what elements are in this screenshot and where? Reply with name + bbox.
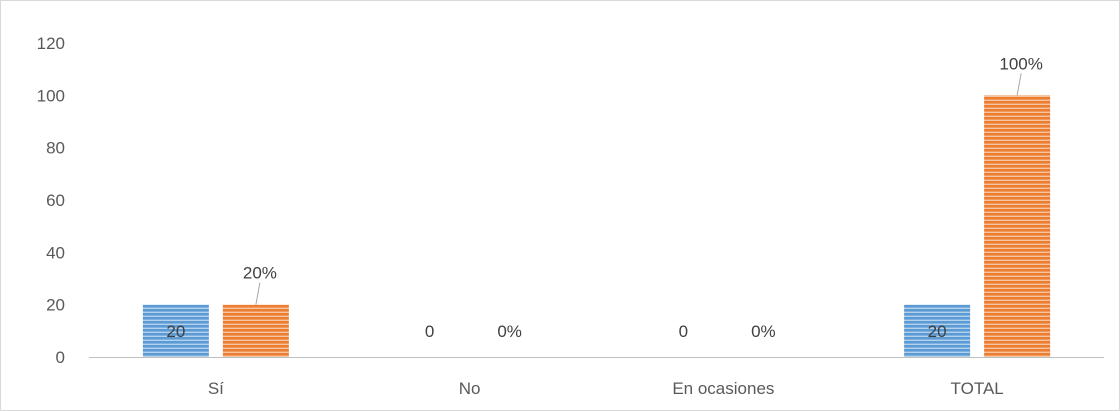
data-labels: 20 20% 0 0% 0 0% 20 100% [166, 54, 1042, 341]
y-tick-label: 120 [37, 34, 65, 53]
y-tick-label: 0 [56, 348, 65, 367]
y-tick-label: 40 [46, 243, 65, 262]
bars [142, 95, 1051, 357]
leader-line [1016, 73, 1022, 96]
bar-series-2-total [984, 95, 1051, 357]
y-tick-label: 60 [46, 191, 65, 210]
data-label: 20 [166, 322, 185, 341]
data-label: 0 [679, 322, 688, 341]
y-tick-label: 100 [37, 86, 65, 105]
category-label: TOTAL [951, 379, 1004, 398]
y-axis-ticks: 0 20 40 60 80 100 120 [37, 34, 65, 367]
data-label: 0% [751, 322, 776, 341]
category-label: No [459, 379, 481, 398]
y-tick-label: 20 [46, 296, 65, 315]
bar-series-1-sí [142, 304, 209, 357]
data-label: 20% [243, 264, 277, 283]
leader-line [255, 282, 261, 305]
leader-lines [255, 73, 1022, 305]
data-label: 0% [497, 322, 522, 341]
data-label: 100% [999, 54, 1042, 73]
category-labels: Sí No En ocasiones TOTAL [208, 379, 1004, 398]
bar-series-1-total [904, 304, 971, 357]
category-label: Sí [208, 379, 224, 398]
bar-series-2-sí [222, 304, 289, 357]
y-tick-label: 80 [46, 139, 65, 158]
category-label: En ocasiones [672, 379, 774, 398]
data-label: 20 [928, 322, 947, 341]
data-label: 0 [425, 322, 434, 341]
